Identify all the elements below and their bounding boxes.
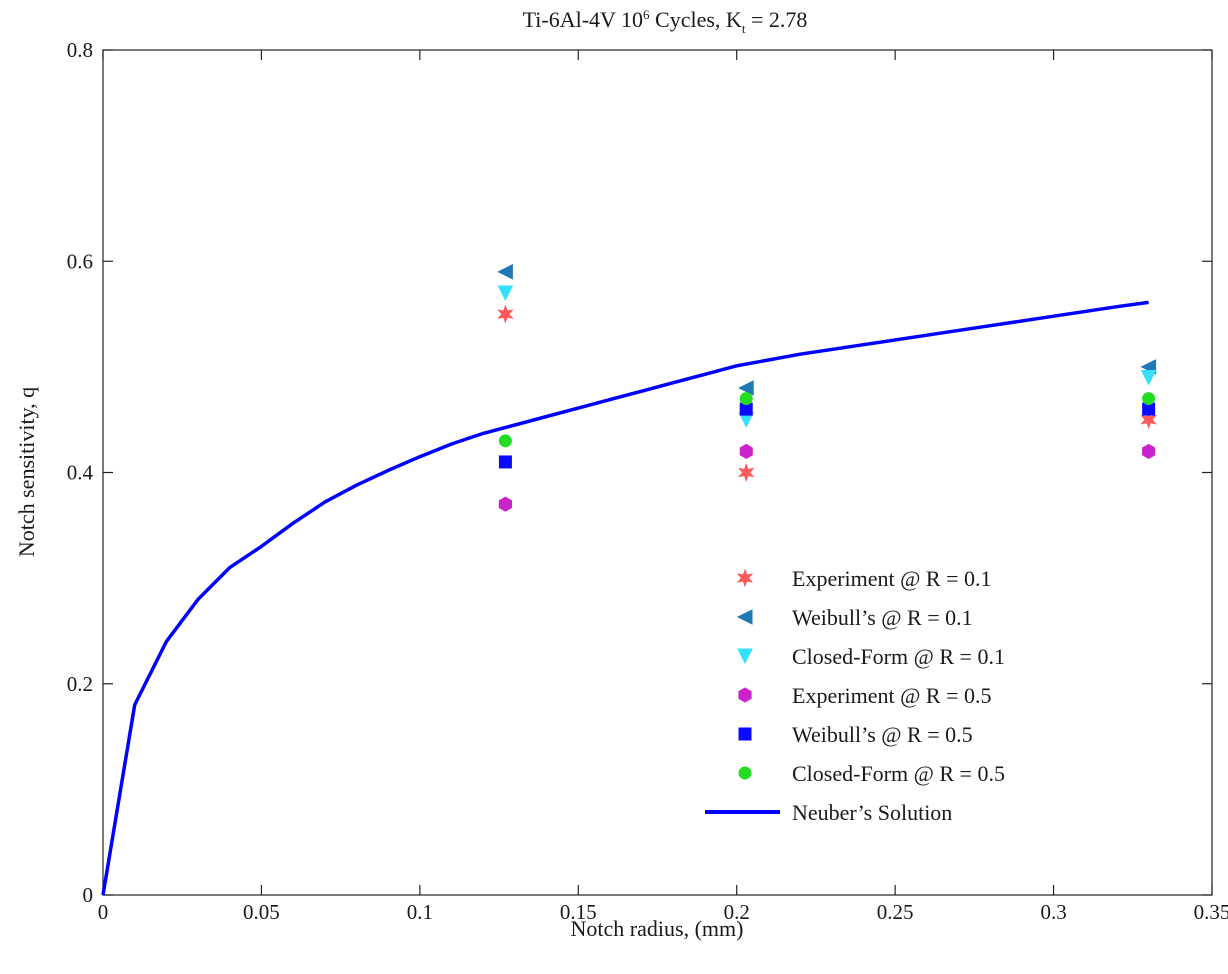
legend-marker-triangle-down [737,648,753,665]
data-point-hexagram [1140,410,1157,430]
legend-marker-square [738,727,752,741]
x-tick-label: 0 [98,900,109,924]
x-axis-label: Notch radius, (mm) [571,916,744,941]
title-superscript: 6 [643,7,650,22]
axis-ticks [102,49,1213,896]
y-tick-label: 0.6 [67,249,93,273]
title-subscript: t [742,21,746,36]
y-tick-labels: 0 0.2 0.4 0.6 0.8 [67,38,94,907]
x-tick-labels: 0 0.05 0.1 0.15 0.2 0.25 0.3 0.35 [98,900,1228,924]
legend-marker-triangle-left [736,609,753,625]
neuber-solution-line [101,300,1149,896]
legend-label: Neuber’s Solution [792,800,952,825]
y-tick-label: 0.4 [67,461,94,485]
data-point-hexagon [739,443,753,459]
x-tick-label: 0.15 [560,900,597,924]
x-tick-label: 0.2 [724,900,750,924]
data-point-hexagon [498,496,512,512]
data-point-hexagram [497,304,514,324]
legend-label: Weibull’s @ R = 0.1 [792,605,973,630]
legend-label: Experiment @ R = 0.5 [792,683,991,708]
data-point-triangle-left [497,264,513,280]
x-tick-label: 0.25 [877,900,914,924]
data-point-hexagram [737,462,755,483]
y-tick-label: 0 [83,883,94,907]
x-tick-label: 0.1 [407,900,433,924]
data-point-circle [739,392,753,406]
data-point-triangle-left [738,380,754,396]
data-point-circle [498,434,512,448]
legend-marker-hexagon [738,687,752,703]
legend-label: Experiment @ R = 0.1 [792,566,991,591]
y-axis-label: Notch sensitivity, q [14,387,39,557]
title-middle: Cycles, K [650,7,742,32]
data-point-hexagon [1142,443,1156,459]
data-point-circle [1142,392,1156,406]
y-tick-label: 0.2 [67,672,93,696]
legend-label: Closed-Form @ R = 0.1 [792,644,1005,669]
x-tick-label: 0.35 [1194,900,1228,924]
chart-title: Ti-6Al-4V 106 Cycles, Kt = 2.78 [523,7,808,36]
data-point-triangle-down [1140,369,1157,386]
x-tick-label: 0.3 [1040,900,1066,924]
data-markers [497,264,1157,512]
legend-label: Weibull’s @ R = 0.5 [792,722,973,747]
legend: Experiment @ R = 0.1 Weibull’s @ R = 0.1 C… [705,566,1005,825]
data-point-triangle-down [497,285,514,302]
data-point-square [498,455,512,469]
legend-label: Closed-Form @ R = 0.5 [792,761,1005,786]
y-tick-label: 0.8 [67,38,93,62]
legend-marker-hexagram [736,568,754,588]
x-tick-label: 0.05 [243,900,280,924]
legend-marker-circle [738,766,752,780]
title-suffix: = 2.78 [745,7,807,32]
